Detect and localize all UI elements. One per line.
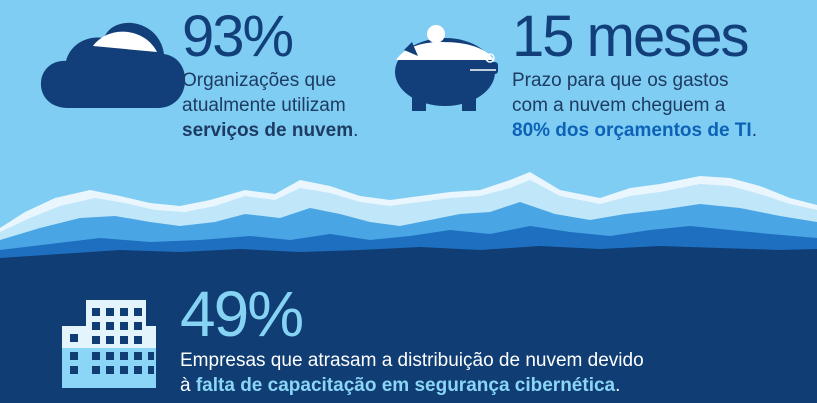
- desc-end: .: [751, 120, 757, 141]
- cloud-icon: [40, 22, 186, 108]
- desc-prefix: à: [180, 375, 191, 396]
- stat-cloud-adoption: 93% Organizações que atualmente utilizam…: [182, 8, 358, 143]
- stat-description: Empresas que atrasam a distribuição de n…: [180, 348, 644, 398]
- stat-description: Organizações que atualmente utilizam ser…: [182, 68, 358, 143]
- mountains-illustration: [0, 172, 817, 403]
- desc-line: Organizações que: [182, 70, 337, 91]
- desc-highlight: 80% dos orçamentos de TI: [512, 120, 752, 141]
- stat-cloud-spending: 15 meses Prazo para que os gastos com a …: [512, 8, 757, 143]
- piggy-bank-icon: [395, 25, 498, 111]
- stat-value: 15 meses: [512, 4, 749, 69]
- stat-security-skills: 49% Empresas que atrasam a distribuição …: [180, 282, 644, 398]
- stat-value: 49%: [180, 278, 304, 350]
- desc-line: atualmente utilizam: [182, 95, 346, 116]
- stat-description: Prazo para que os gastos com a nuvem che…: [512, 68, 757, 143]
- desc-line: com a nuvem cheguem a: [512, 95, 726, 116]
- desc-end: .: [353, 120, 359, 141]
- building-icon: [62, 300, 156, 388]
- desc-line: Empresas que atrasam a distribuição de n…: [180, 350, 644, 371]
- desc-highlight: serviços de nuvem: [182, 120, 354, 141]
- desc-highlight: falta de capacitação em segurança cibern…: [195, 375, 616, 396]
- stat-value: 93%: [182, 4, 294, 69]
- desc-end: .: [615, 375, 621, 396]
- desc-line: Prazo para que os gastos: [512, 70, 729, 91]
